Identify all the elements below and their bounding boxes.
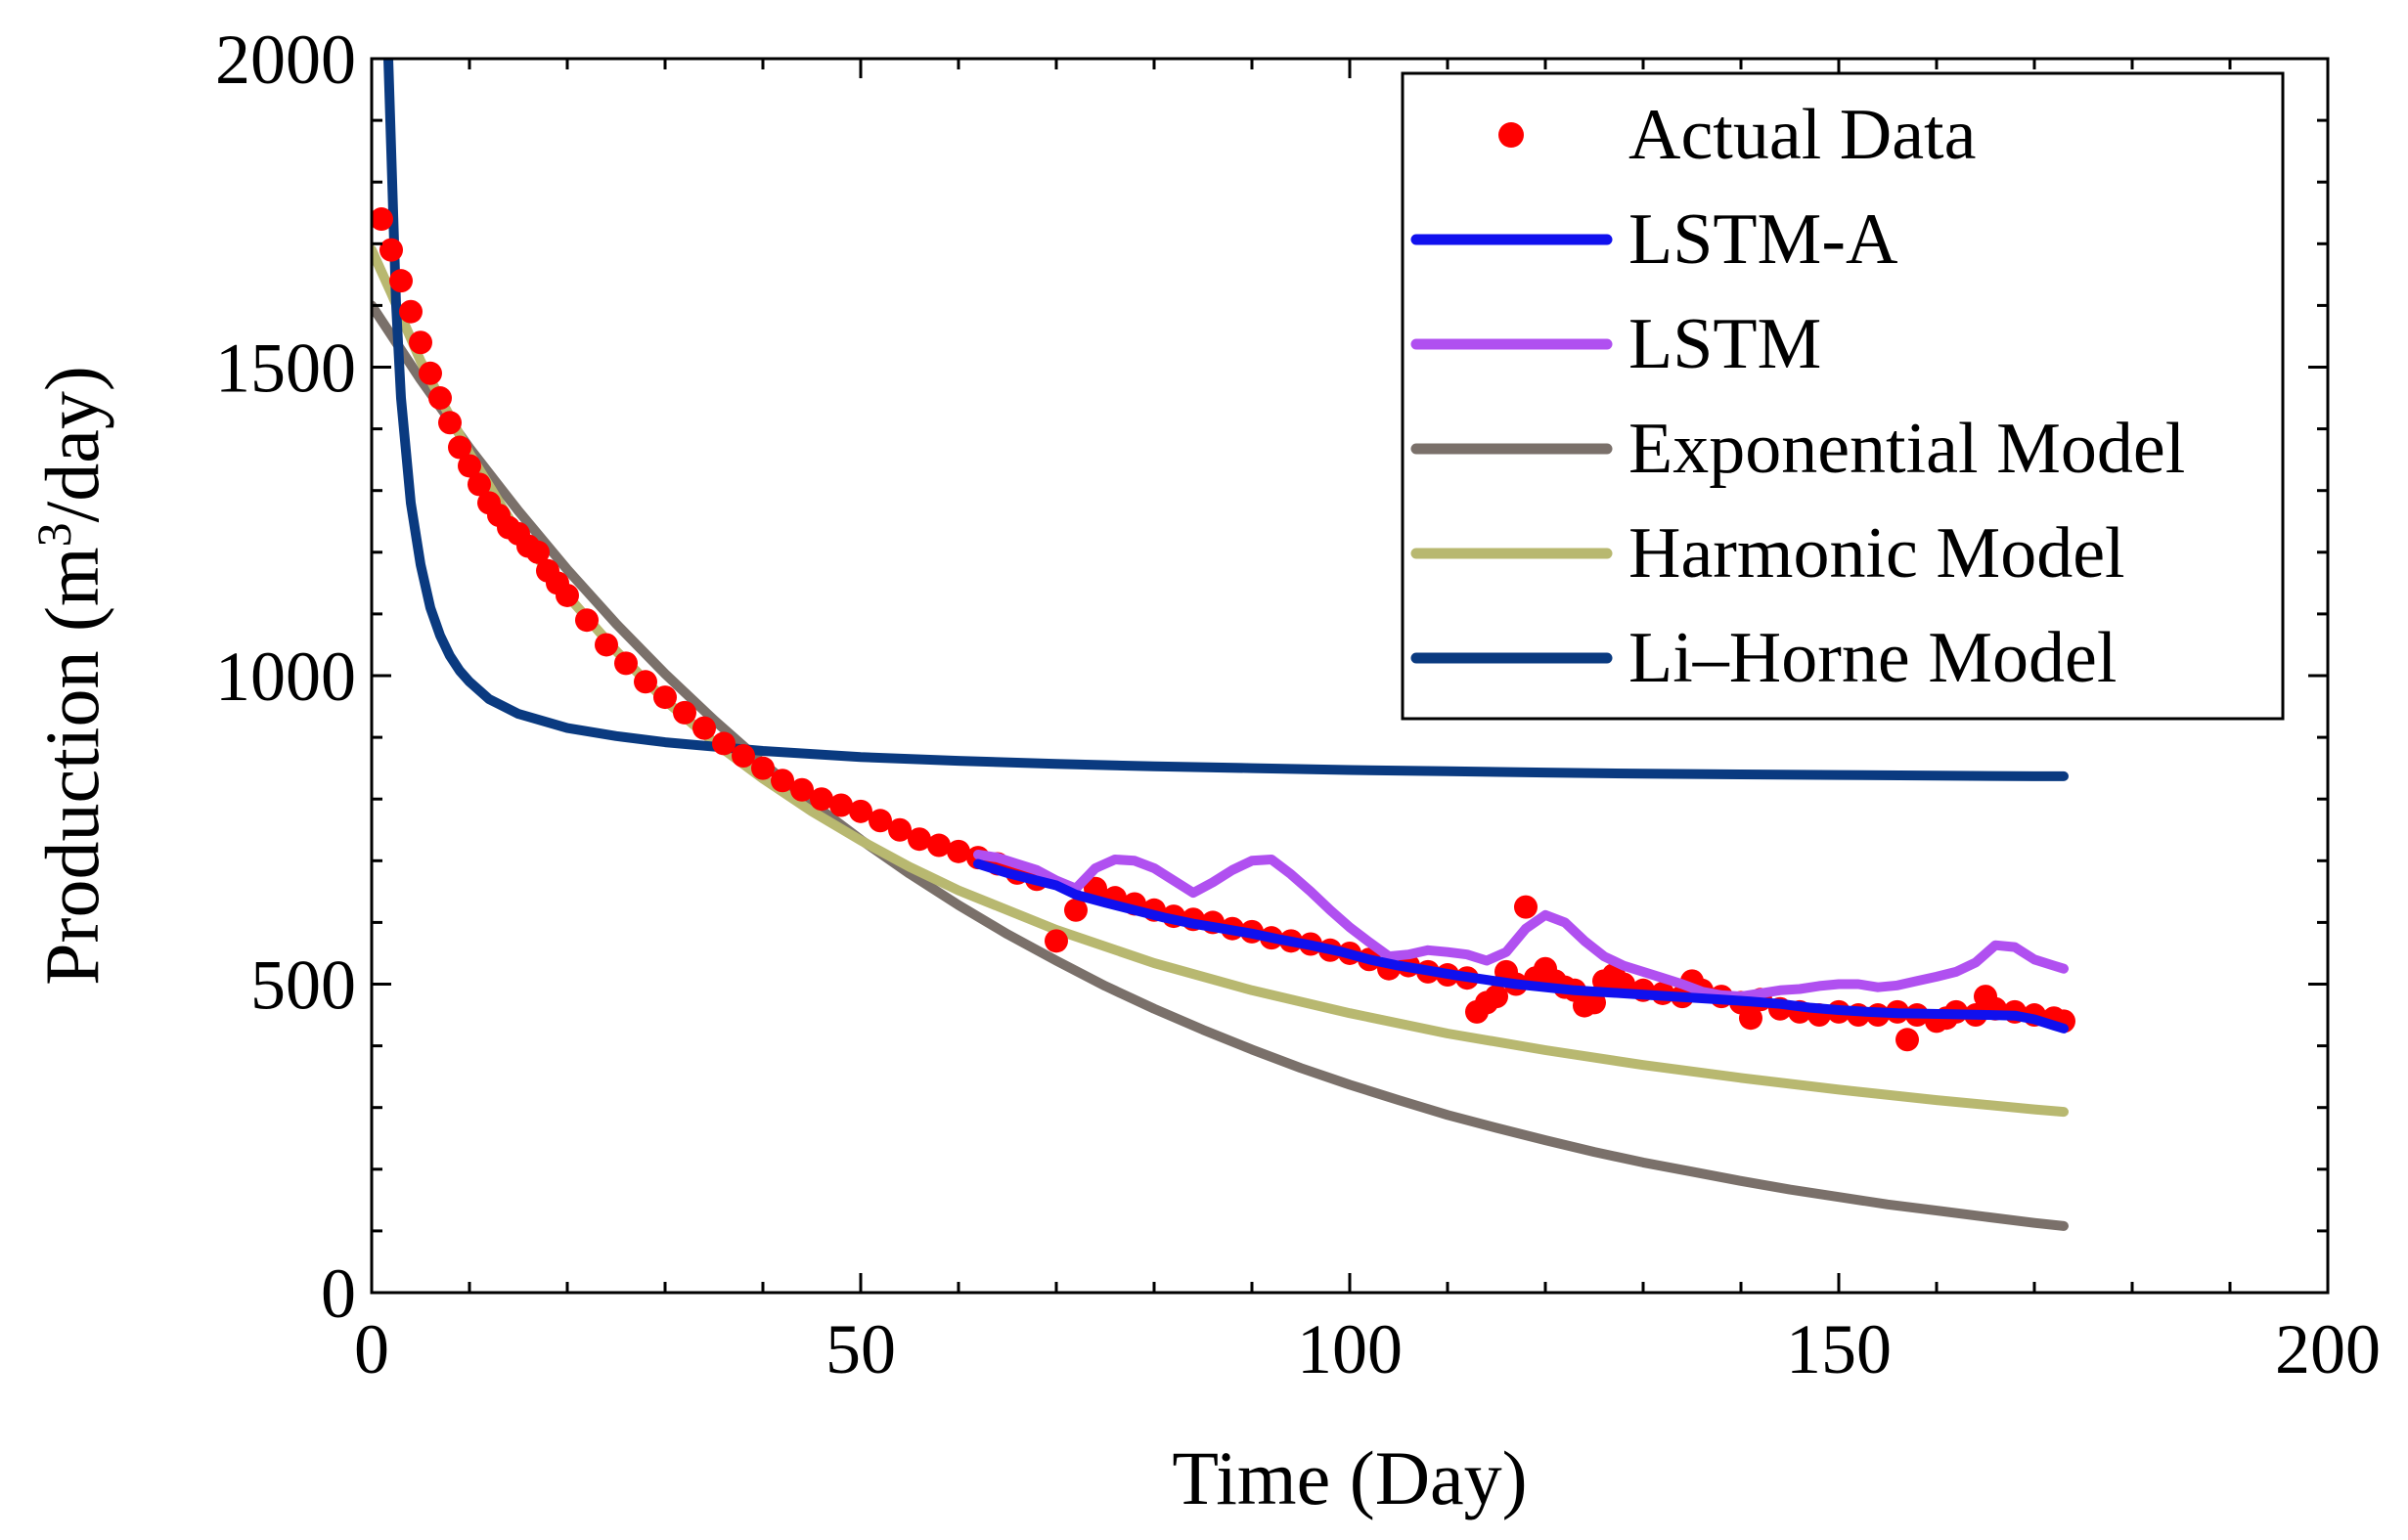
data-point [888,817,912,842]
data-point [614,651,638,676]
data-point [908,827,931,852]
legend-item-harmonic-model: Harmonic Model [1410,513,2125,594]
data-point [556,583,579,607]
x-tick-label: 150 [1786,1310,1892,1388]
data-point [448,435,471,460]
data-point [1485,985,1508,1009]
x-tick-label: 50 [825,1310,896,1388]
y-axis-title-suffix: /day) [29,366,114,522]
data-point [712,731,736,756]
series-lstm-a [973,858,2069,1034]
legend-label: Exponential Model [1628,409,2185,489]
y-tick-label: 1500 [215,330,356,408]
legend-label: Li–Horne Model [1628,618,2117,698]
series-line-exponential-model [372,300,2069,1231]
series-line-lstm [973,850,2069,1002]
plot-area [370,57,2330,1295]
data-point [595,633,618,657]
legend-marker [1498,122,1524,148]
data-point [849,799,872,823]
series-layer [372,59,2075,1231]
x-tick-label: 200 [2275,1310,2381,1388]
legend-label: Harmonic Model [1628,513,2125,594]
data-point [732,744,755,769]
data-point [1045,929,1068,953]
data-point [1064,898,1088,922]
data-point [389,269,413,293]
y-tick-label: 0 [321,1254,356,1333]
data-point [829,793,853,817]
x-tick-label: 0 [354,1310,389,1388]
data-point [468,472,491,497]
axis-ticks [370,57,2330,1295]
legend-label: Actual Data [1628,95,1976,175]
data-point [673,700,696,725]
legend-item-actual-data: Actual Data [1498,95,1976,175]
data-point [692,716,716,740]
data-point [379,238,403,262]
x-tick-label: 100 [1297,1310,1403,1388]
y-tick-label: 2000 [215,21,356,99]
data-point [399,299,423,324]
legend-box [1401,71,2285,721]
data-point [790,777,814,802]
y-tick-label: 1000 [215,638,356,716]
y-axis-title: Production (m3/day) [26,366,114,986]
legend-item-lstm-a: LSTM-A [1410,199,1897,280]
data-point [634,670,657,694]
data-point [438,411,462,435]
data-point [575,608,599,633]
data-point [810,787,833,812]
x-axis-title: Time (Day) [1172,1435,1527,1520]
data-point [1739,1006,1762,1031]
y-axis-title-prefix: Production (m [29,547,114,985]
data-point [409,330,432,355]
series-line-li-horne-model [383,59,2069,781]
legend-item-lstm: LSTM [1410,304,1821,384]
series-lstm [973,850,2069,1002]
data-point [1895,1028,1919,1052]
series-line-lstm-a [973,858,2069,1034]
legend-label: LSTM-A [1628,199,1897,280]
y-axis-title-sup: 3 [26,522,81,547]
data-point [372,207,393,232]
data-point [771,769,794,793]
legend: Actual Data LSTM-A LSTM Exponential Model Ha… [1401,71,2285,721]
legend-item-exponential-model: Exponential Model [1410,409,2185,489]
data-point [947,839,970,863]
legend-items: Actual Data LSTM-A LSTM Exponential Model Ha… [1410,95,2185,698]
legend-label: LSTM [1628,304,1821,384]
data-point [751,756,775,780]
legend-item-li-horne-model: Li–Horne Model [1410,618,2117,698]
data-point [419,361,442,385]
data-point [869,809,892,833]
data-point [1514,895,1538,919]
y-tick-label: 500 [250,946,356,1025]
data-point [458,454,481,478]
series-li-horne-model [383,59,2069,781]
data-point [526,540,550,564]
data-point [927,833,951,858]
series-exponential-model [372,300,2069,1231]
data-point [653,685,677,710]
data-point [428,386,452,411]
